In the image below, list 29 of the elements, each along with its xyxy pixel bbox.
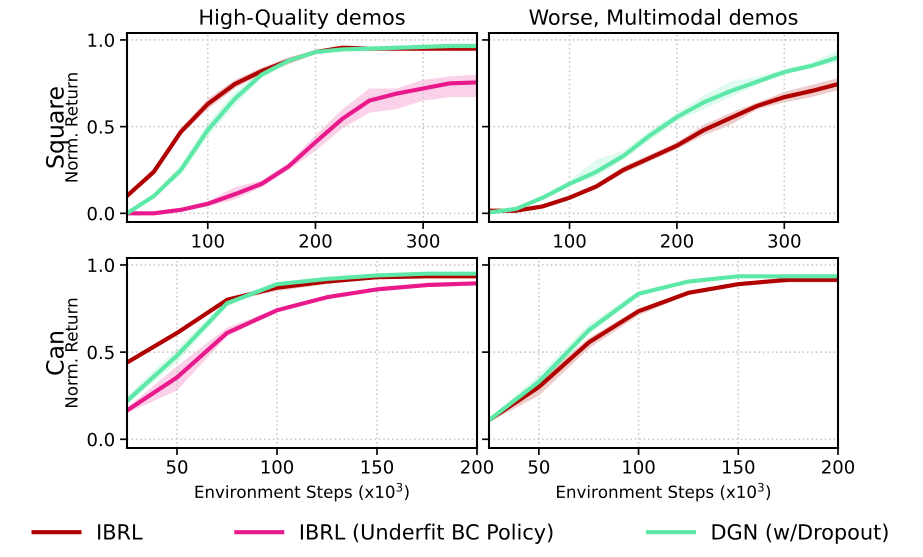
- x-tick-label: 100: [554, 234, 586, 248]
- x-tick-label: 300: [407, 234, 440, 248]
- y-tick-label: 0.0: [88, 206, 114, 220]
- x-tick-label: 200: [822, 460, 854, 474]
- legend-label: DGN (w/Dropout): [712, 524, 888, 544]
- y-axis-title: Norm. Return: [65, 298, 78, 408]
- y-tick-label: 0.5: [88, 120, 114, 134]
- y-tick-label: 0.5: [88, 346, 114, 360]
- x-axis-title: Environment Steps (x10$^{3}$): [196, 482, 409, 502]
- x-axis-title: Environment Steps (x10$^{3}$): [557, 482, 770, 502]
- y-tick-label: 0.0: [88, 432, 114, 446]
- x-tick-label: 150: [723, 460, 754, 474]
- y-tick-label: 1.0: [88, 258, 114, 272]
- chart-title: Worse, Multimodal demos: [529, 8, 798, 28]
- legend-label: IBRL: [98, 524, 142, 540]
- x-tick-label: 300: [768, 234, 800, 248]
- legend-label: IBRL (Underfit BC Policy): [300, 524, 552, 544]
- x-tick-label: 100: [262, 460, 294, 474]
- x-tick-label: 200: [461, 460, 494, 474]
- x-tick-label: 200: [300, 234, 332, 248]
- x-tick-label: 100: [623, 460, 655, 474]
- x-tick-label: 150: [362, 460, 394, 474]
- x-tick-label: 50: [166, 460, 188, 474]
- text: Can: [46, 332, 64, 375]
- x-tick-label: 200: [661, 234, 693, 248]
- x-tick-label: 100: [192, 234, 224, 248]
- y-tick-label: 1.0: [88, 33, 114, 48]
- x-tick-label: 50: [528, 460, 550, 474]
- chart-title: High-Quality demos: [200, 8, 405, 29]
